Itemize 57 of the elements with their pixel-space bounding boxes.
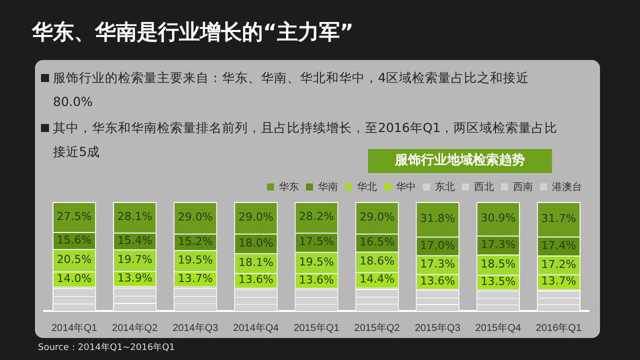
data-label: 17.3% [480, 238, 516, 251]
data-label: 17.2% [541, 258, 576, 271]
data-label: 19.7% [117, 253, 152, 266]
legend-label: 港澳台 [552, 180, 582, 193]
x-tick-label: 2014年Q4 [233, 322, 280, 334]
legend-label: 华北 [357, 180, 377, 193]
chart-title: 华东、华南是行业增长的“主力军” [32, 19, 354, 46]
data-label: 20.5% [56, 253, 92, 266]
data-label: 28.2% [299, 210, 334, 224]
data-label: 14.4% [360, 272, 395, 286]
data-label: 16.5% [360, 235, 395, 248]
data-label: 19.5% [299, 255, 334, 268]
data-label: 31.8% [420, 212, 456, 226]
data-label: 13.6% [420, 274, 456, 288]
data-label: 14.0% [56, 272, 92, 285]
data-label: 13.7% [178, 272, 213, 285]
data-label: 17.3% [420, 257, 456, 270]
data-label: 31.7% [541, 212, 576, 226]
x-tick-label: 2014年Q2 [112, 322, 158, 334]
data-label: 18.0% [238, 236, 274, 250]
data-label: 15.2% [178, 234, 213, 248]
x-tick-label: 2015年Q4 [475, 322, 522, 334]
legend-label: 东北 [435, 180, 455, 193]
data-label: 17.4% [541, 238, 576, 252]
chart-subtitle: 服饰行业地域检索趋势 [368, 149, 552, 173]
text: 服饰行业的检索量主要来自：华东、华南、华北和华中，4区域检索量占比之和接近80.0% [53, 69, 530, 111]
x-tick-label: 2015年Q1 [294, 322, 340, 334]
x-tick-label: 2014年Q3 [172, 322, 219, 334]
data-label: 13.6% [238, 273, 274, 286]
data-label: 29.0% [178, 210, 213, 224]
legend-label: 西北 [474, 180, 494, 193]
data-label: 18.6% [360, 254, 395, 268]
x-tick-label: 2014年Q1 [51, 322, 98, 334]
data-label: 30.9% [480, 212, 516, 225]
data-label: 13.7% [541, 274, 576, 288]
x-tick-label: 2016年Q1 [536, 322, 582, 334]
data-label: 17.5% [299, 235, 334, 248]
legend-label: 华中 [396, 180, 416, 193]
legend-label: 西南 [513, 180, 533, 193]
data-label: 28.1% [117, 210, 152, 224]
data-label: 29.0% [238, 210, 274, 224]
data-label: 18.5% [480, 257, 516, 270]
data-label: 27.5% [56, 210, 92, 223]
data-label: 17.0% [420, 238, 456, 252]
data-label: 15.6% [56, 233, 92, 246]
data-label: 13.6% [299, 273, 334, 286]
data-label: 13.5% [480, 274, 516, 288]
data-label: 18.1% [238, 256, 274, 269]
data-label: 19.5% [178, 254, 213, 267]
data-label: 15.4% [117, 234, 152, 247]
data-label: 13.9% [117, 271, 152, 284]
data-label: 29.0% [360, 210, 395, 224]
legend-label: 华南 [318, 180, 338, 193]
legend-label: 华东 [279, 180, 299, 193]
source-note: Source：2014年Q1~2016年Q1 [38, 342, 175, 354]
x-tick-label: 2015年Q3 [414, 322, 461, 334]
x-tick-label: 2015年Q2 [354, 322, 400, 334]
